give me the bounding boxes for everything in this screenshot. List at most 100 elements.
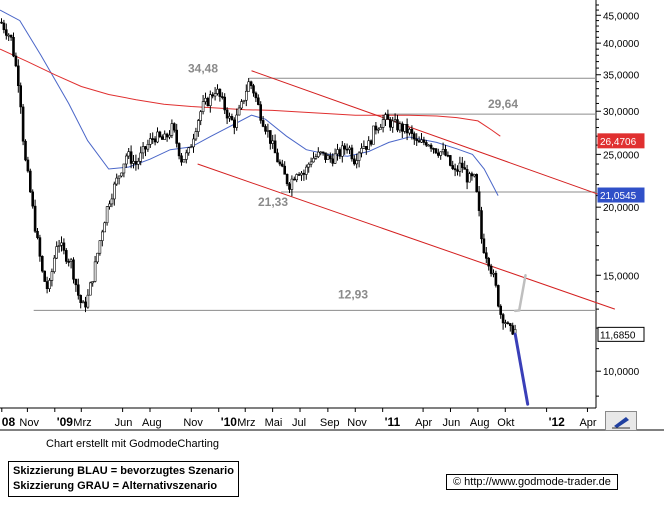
x-tick-label: Jun — [442, 417, 460, 429]
candle-body — [446, 154, 450, 157]
candle-body — [129, 151, 133, 164]
candle-body — [369, 140, 373, 145]
candle-body — [0, 21, 3, 24]
candle-body — [489, 265, 493, 274]
candle-body — [295, 174, 299, 181]
candle-body — [434, 148, 438, 154]
candle-body — [43, 270, 47, 282]
candle-body — [340, 145, 344, 157]
candle-body — [113, 183, 116, 200]
candle-body — [192, 138, 195, 148]
candle-body — [472, 174, 476, 177]
y-tick-label: 45,0000 — [603, 11, 640, 22]
candle-body — [288, 183, 291, 190]
moving-average-line — [0, 9, 499, 196]
candle-body — [84, 301, 87, 308]
candle-body — [89, 282, 92, 296]
candle-body — [187, 147, 190, 154]
candle-body — [67, 261, 70, 263]
candle-body — [427, 144, 431, 147]
candle-body — [456, 169, 459, 172]
candle-body — [24, 140, 27, 161]
candle-body — [439, 151, 443, 156]
scenario-path-blau — [513, 332, 530, 406]
candle-body — [408, 128, 411, 134]
candle-body — [189, 146, 193, 149]
candle-body — [511, 325, 515, 335]
y-tick-label: 10,0000 — [603, 367, 640, 378]
candle-body — [165, 133, 169, 138]
y-tick-label: 40,0000 — [603, 39, 640, 50]
trend-channel-line — [197, 163, 616, 310]
x-tick-label: '09 — [57, 415, 74, 429]
level-label: 21,33 — [258, 195, 288, 209]
x-tick-label: Jun — [115, 417, 133, 429]
candle-body — [233, 119, 236, 128]
x-tick-label: '11 — [385, 415, 401, 429]
price-marker-box — [597, 326, 645, 342]
x-tick-label: Nov — [183, 417, 203, 429]
candle-body — [57, 245, 61, 247]
candle-body — [182, 159, 186, 163]
candle-body — [441, 148, 445, 153]
candle-body — [309, 161, 313, 165]
candle-body — [400, 123, 404, 132]
candle-body — [45, 281, 49, 289]
candle-body — [355, 160, 359, 165]
x-tick-label: Mrz — [237, 417, 255, 429]
candle-body — [374, 125, 378, 131]
candle-body — [163, 133, 166, 140]
x-tick-label: Nov — [19, 417, 39, 429]
candle-body — [376, 128, 380, 131]
candle-body — [194, 131, 198, 140]
candle-body — [367, 140, 371, 150]
candle-body — [137, 161, 140, 165]
candle-body — [5, 29, 8, 36]
candle-body — [364, 146, 368, 150]
candle-body — [316, 151, 320, 157]
candle-body — [504, 322, 507, 324]
candle-body — [211, 94, 214, 97]
candle-body — [122, 163, 126, 174]
candle-body — [343, 145, 347, 150]
candle-body — [55, 246, 59, 259]
candle-body — [492, 272, 495, 275]
candle-body — [151, 138, 154, 140]
candle-body — [235, 114, 238, 128]
candle-body — [96, 252, 99, 263]
candle-body — [139, 152, 142, 162]
candle-body — [324, 152, 327, 160]
draw-tool-button[interactable] — [605, 411, 637, 431]
candle-body — [177, 143, 181, 157]
candle-body — [420, 139, 423, 143]
candle-body — [86, 294, 90, 308]
candle-body — [348, 147, 351, 150]
candle-body — [444, 148, 447, 156]
candle-body — [405, 124, 409, 134]
candle-body — [173, 123, 176, 131]
candle-body — [396, 119, 399, 131]
chart-credit: Chart erstellt mit GodmodeCharting — [46, 438, 220, 450]
candle-body — [170, 123, 174, 136]
candle-body — [386, 114, 390, 120]
candle-body — [16, 65, 20, 86]
candle-body — [410, 128, 414, 134]
candle-body — [458, 162, 462, 172]
candle-body — [110, 198, 114, 205]
candle-body — [280, 163, 284, 167]
candle-body — [125, 155, 128, 165]
candle-body — [252, 85, 255, 94]
candle-body — [60, 242, 63, 246]
x-tick-label: Aug — [470, 417, 490, 429]
candle-body — [127, 151, 130, 157]
level-label: 12,93 — [338, 287, 368, 301]
candle-body — [48, 280, 51, 289]
candle-body — [499, 305, 503, 315]
candle-body — [105, 206, 109, 224]
candle-body — [101, 231, 104, 241]
candle-body — [26, 159, 30, 172]
candle-body — [230, 116, 234, 121]
candle-body — [372, 125, 375, 145]
source-link[interactable]: © http://www.godmode-trader.de — [446, 474, 618, 490]
candle-body — [158, 131, 162, 137]
